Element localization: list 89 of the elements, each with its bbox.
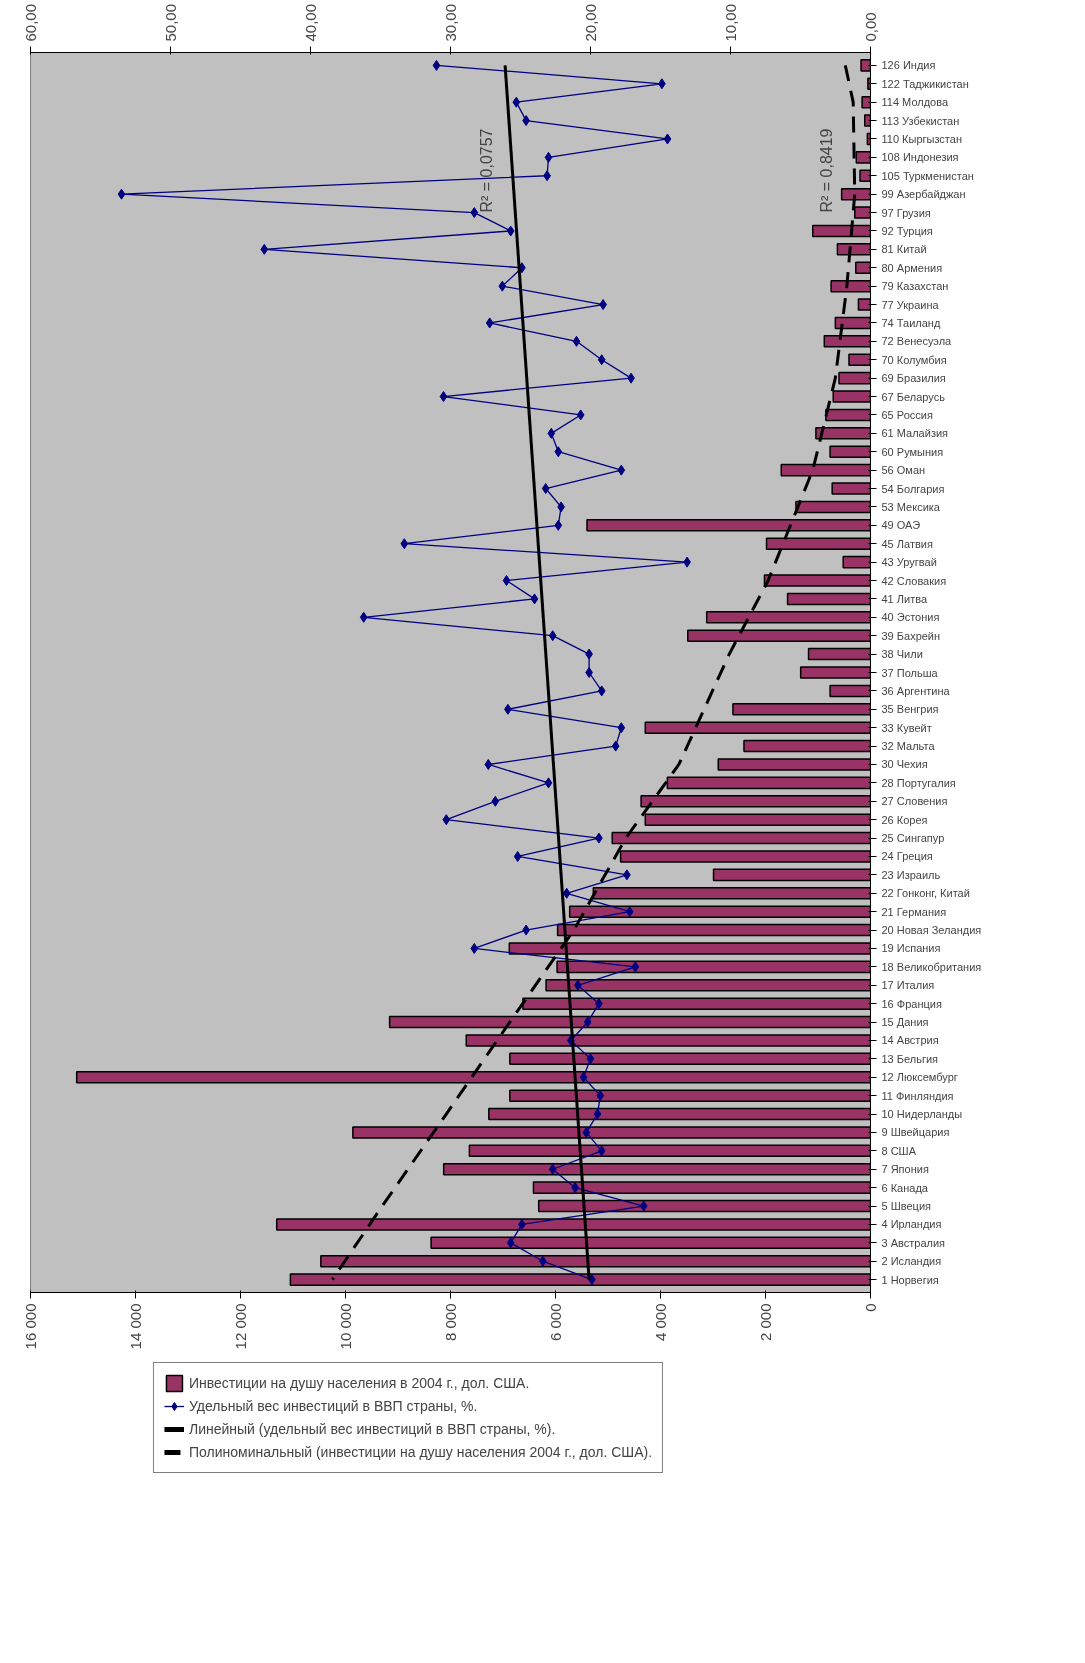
y-tick-label: 49 ОАЭ — [881, 519, 921, 532]
y-tick-label: 19 Испания — [881, 942, 941, 955]
y-tick-label: 70 Колумбия — [881, 353, 947, 366]
y-tick-label: 97 Грузия — [881, 206, 931, 219]
y-tick-label: 10 Нидерланды — [881, 1108, 963, 1121]
y-tick-label: 99 Азербайджан — [881, 188, 966, 201]
y-tick-label: 3 Австралия — [881, 1236, 946, 1249]
y-tick-label: 5 Швеция — [881, 1200, 932, 1213]
x-tick-label: 4 000 — [652, 1303, 669, 1342]
y-tick-label: 1 Норвегия — [881, 1273, 939, 1286]
y-tick-label: 33 Кувейт — [881, 721, 932, 734]
y-tick-label: 22 Гонконг, Китай — [881, 887, 970, 900]
y-tick-label: 35 Венгрия — [881, 703, 939, 716]
y-tick-label: 105 Туркменистан — [881, 169, 974, 182]
y-tick-label: 30 Чехия — [881, 758, 928, 771]
y-tick-label: 77 Украина — [881, 298, 940, 311]
y-tick-label: 67 Беларусь — [881, 390, 946, 403]
y-tick-label: 72 Венесуэла — [881, 335, 953, 348]
x2-tick-label: 20,00 — [581, 3, 599, 42]
y-tick-label: 110 Кыргызстан — [881, 132, 962, 145]
y-tick-label: 25 Сингапур — [881, 832, 945, 845]
y-tick-label: 79 Казахстан — [881, 280, 949, 293]
x2-tick-label: 30,00 — [441, 3, 459, 42]
y-tick-label: 17 Италия — [881, 979, 935, 992]
y-tick-label: 20 Новая Зеландия — [881, 924, 982, 937]
y-tick-label: 114 Молдова — [881, 96, 949, 109]
x2-tick-label: 60,00 — [21, 3, 39, 42]
y-tick-label: 28 Португалия — [881, 776, 956, 789]
legend-label: Удельный вес инвестиций в ВВП страны, %. — [188, 1398, 478, 1414]
y-tick-label: 42 Словакия — [881, 574, 947, 587]
y-tick-label: 14 Австрия — [881, 1034, 939, 1047]
x-tick-label: 10 000 — [337, 1303, 354, 1350]
y-tick-label: 26 Корея — [881, 813, 928, 826]
y-tick-label: 11 Финляндия — [881, 1089, 954, 1102]
y-tick-label: 12 Люксембург — [881, 1071, 958, 1084]
x-tick-label: 16 000 — [22, 1303, 39, 1350]
y-tick-label: 32 Мальта — [881, 740, 936, 753]
x2-tick-label: 10,00 — [721, 3, 739, 42]
y-tick-label: 41 Литва — [881, 592, 928, 605]
y-tick-label: 21 Германия — [881, 905, 947, 918]
x2-tick-label: 0,00 — [861, 12, 879, 42]
y-tick-label: 39 Бахрейн — [881, 629, 941, 642]
annotation: R² = 0,0757 — [478, 128, 496, 213]
y-tick-label: 61 Малайзия — [881, 427, 949, 440]
x-tick-label: 14 000 — [127, 1303, 144, 1350]
y-tick-label: 65 Россия — [881, 408, 933, 421]
x2-tick-label: 50,00 — [161, 3, 179, 42]
y-tick-label: 69 Бразилия — [881, 372, 946, 385]
x-tick-label: 12 000 — [232, 1303, 249, 1350]
y-tick-label: 8 США — [881, 1144, 917, 1157]
y-tick-label: 23 Израиль — [881, 868, 941, 881]
y-tick-label: 53 Мексика — [881, 500, 941, 513]
y-tick-label: 74 Таиланд — [881, 316, 941, 329]
y-tick-label: 4 Ирландия — [881, 1218, 942, 1231]
y-tick-label: 43 Уругвай — [881, 556, 937, 569]
y-tick-label: 56 Оман — [881, 464, 926, 477]
x-tick-label: 2 000 — [757, 1303, 774, 1342]
legend-label: Линейный (удельный вес инвестиций в ВВП страны, %). — [188, 1421, 556, 1437]
y-tick-label: 113 Узбекистан — [881, 114, 960, 127]
y-tick-label: 92 Турция — [881, 224, 933, 237]
y-tick-label: 122 Таджикистан — [881, 77, 969, 90]
y-tick-label: 9 Швейцария — [881, 1126, 950, 1139]
y-tick-label: 6 Канада — [881, 1181, 929, 1194]
y-tick-label: 37 Польша — [881, 666, 939, 679]
y-tick-label: 36 Аргентина — [881, 684, 951, 697]
legend-label: Полиноминальный (инвестиции на душу населения 2004 г., дол. США). — [188, 1444, 653, 1460]
y-tick-label: 81 Китай — [881, 243, 927, 256]
x-tick-label: 0 — [862, 1303, 879, 1312]
y-tick-label: 108 Индонезия — [881, 151, 959, 164]
legend-label: Инвестиции на душу населения в 2004 г., дол. США. — [188, 1375, 530, 1391]
y-tick-label: 60 Румыния — [881, 445, 944, 458]
y-tick-label: 40 Эстония — [881, 611, 940, 624]
x2-tick-label: 40,00 — [301, 3, 319, 42]
y-tick-label: 7 Япония — [881, 1163, 929, 1176]
y-tick-label: 15 Дания — [881, 1016, 929, 1029]
y-tick-label: 80 Армения — [881, 261, 943, 274]
annotation: R² = 0,8419 — [818, 128, 836, 213]
y-tick-label: 24 Греция — [881, 850, 933, 863]
y-tick-label: 27 Словения — [881, 795, 948, 808]
y-tick-label: 45 Латвия — [881, 537, 933, 550]
y-tick-label: 2 Исландия — [881, 1255, 942, 1268]
y-tick-label: 126 Индия — [881, 59, 936, 72]
x-tick-label: 8 000 — [442, 1303, 459, 1342]
y-tick-label: 16 Франция — [881, 997, 942, 1010]
y-tick-label: 54 Болгария — [881, 482, 945, 495]
x-tick-label: 6 000 — [547, 1303, 564, 1342]
y-tick-label: 13 Бельгия — [881, 1052, 939, 1065]
y-tick-label: 38 Чили — [881, 648, 923, 661]
y-tick-label: 18 Великобритания — [881, 960, 982, 973]
